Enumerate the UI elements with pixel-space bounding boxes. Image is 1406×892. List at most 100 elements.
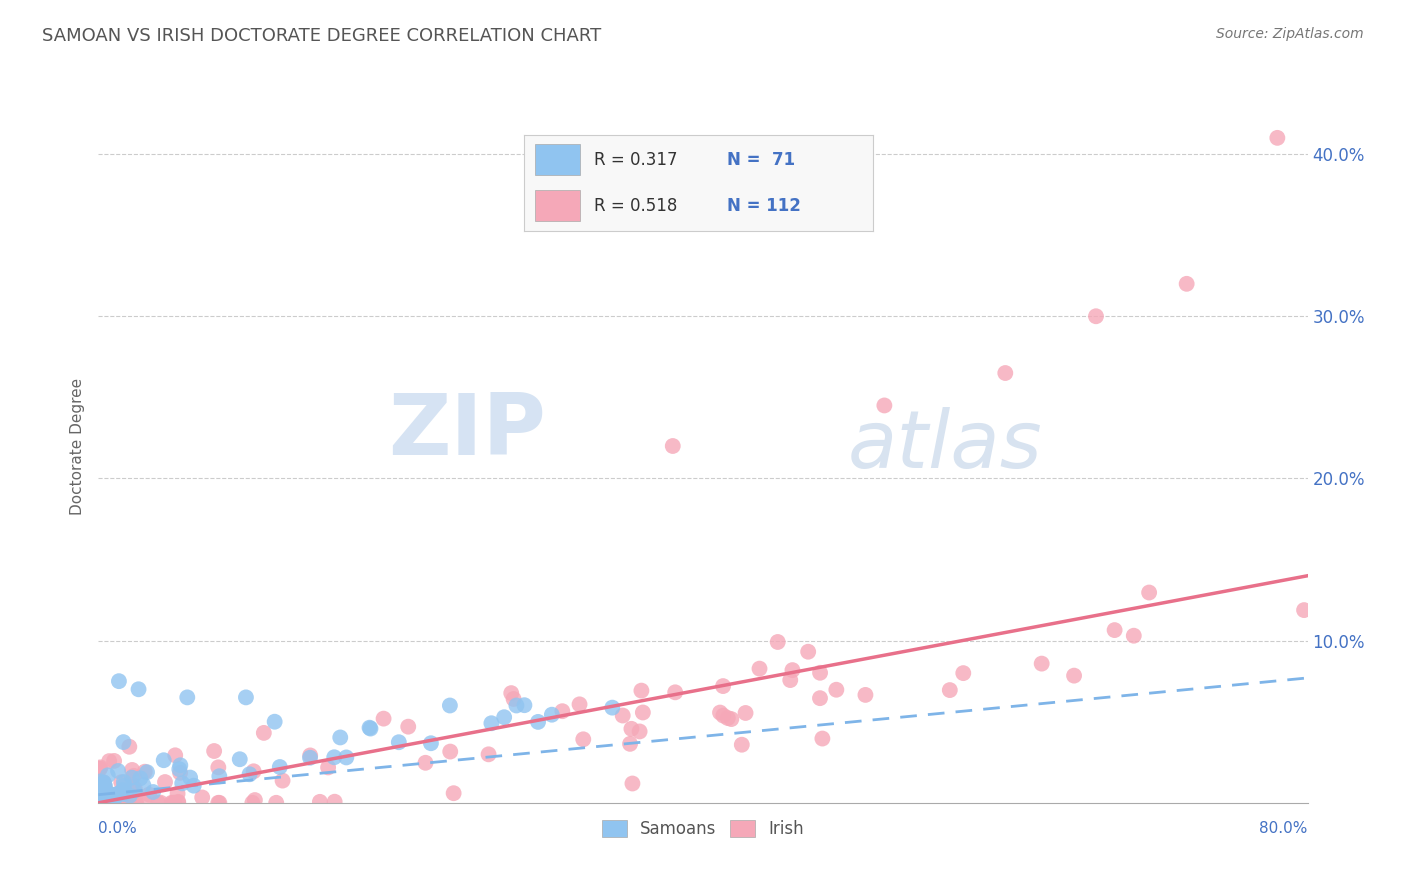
Point (208, 769, 231, 783)
Point (621, 776, 644, 790)
Point (734, 706, 756, 720)
Point (118, 789, 141, 803)
Point (89, 760, 111, 774)
Point (1122, 629, 1144, 643)
Point (94, 779, 117, 793)
Point (415, 756, 437, 770)
Point (122, 769, 145, 783)
Point (572, 732, 595, 747)
Point (122, 783, 145, 797)
Point (142, 785, 165, 799)
Point (152, 753, 174, 767)
Point (439, 745, 461, 759)
Point (323, 750, 346, 764)
Point (720, 712, 742, 726)
Point (239, 767, 262, 781)
Point (360, 722, 382, 736)
Point (183, 779, 205, 793)
Point (619, 737, 641, 751)
Point (91, 796, 114, 810)
Point (316, 760, 339, 774)
Point (439, 698, 461, 713)
Point (124, 796, 146, 810)
Point (602, 700, 624, 714)
Point (176, 690, 198, 705)
Point (91, 793, 114, 807)
Point (808, 691, 831, 706)
Point (103, 789, 125, 803)
Point (110, 775, 132, 789)
Point (107, 764, 129, 778)
Text: Source: ZipAtlas.com: Source: ZipAtlas.com (1216, 27, 1364, 41)
Point (612, 708, 634, 723)
Point (160, 796, 183, 810)
Point (96, 790, 118, 805)
FancyBboxPatch shape (534, 145, 581, 175)
Point (229, 752, 252, 766)
Point (309, 795, 332, 809)
Point (811, 731, 834, 746)
Point (169, 758, 191, 772)
Point (91, 796, 114, 810)
Point (748, 662, 770, 676)
Point (89, 794, 111, 808)
Point (91, 785, 114, 799)
Point (121, 763, 143, 777)
Point (502, 692, 524, 706)
Point (90, 796, 112, 810)
Point (299, 748, 322, 763)
Point (118, 739, 141, 754)
Text: SAMOAN VS IRISH DOCTORATE DEGREE CORRELATION CHART: SAMOAN VS IRISH DOCTORATE DEGREE CORRELA… (42, 27, 602, 45)
Text: N = 112: N = 112 (727, 196, 800, 215)
Point (153, 775, 176, 789)
FancyBboxPatch shape (534, 190, 581, 221)
Point (94, 781, 117, 796)
Point (873, 399, 896, 413)
Point (97, 787, 120, 801)
Point (711, 708, 734, 723)
Point (97, 768, 120, 782)
Point (527, 714, 550, 729)
Point (717, 711, 740, 725)
Point (329, 731, 352, 745)
Point (269, 760, 291, 774)
Point (89, 774, 111, 789)
Point (264, 796, 287, 810)
Point (631, 706, 654, 720)
Point (112, 787, 135, 801)
Point (994, 366, 1017, 380)
Point (1175, 277, 1198, 291)
Point (169, 765, 191, 780)
Point (98, 754, 121, 768)
Point (103, 754, 125, 768)
Point (709, 706, 731, 720)
Point (242, 796, 264, 810)
Point (97, 793, 120, 807)
Text: N =  71: N = 71 (727, 151, 794, 169)
Point (103, 791, 125, 805)
Point (112, 779, 135, 793)
Point (93, 781, 115, 796)
Point (124, 796, 146, 810)
Point (96, 796, 118, 810)
Point (118, 796, 141, 810)
Point (91, 775, 114, 789)
Point (1267, 131, 1289, 145)
Point (115, 790, 138, 805)
Point (107, 786, 129, 800)
Text: R = 0.518: R = 0.518 (595, 196, 678, 215)
Point (121, 771, 143, 785)
Point (855, 688, 877, 702)
Point (335, 750, 357, 764)
Point (253, 726, 276, 740)
Point (1085, 310, 1108, 324)
Point (299, 750, 322, 764)
Point (779, 673, 801, 687)
Point (1294, 603, 1316, 617)
Point (98, 789, 121, 803)
Point (103, 792, 125, 806)
Point (112, 775, 135, 789)
Point (128, 682, 150, 697)
Point (89, 762, 111, 776)
Point (825, 682, 848, 697)
